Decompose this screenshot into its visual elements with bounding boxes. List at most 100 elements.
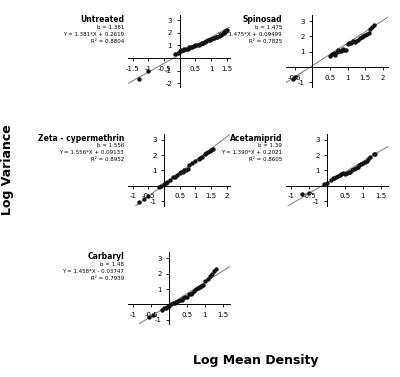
Point: [355, 37, 361, 43]
Point: [192, 158, 199, 164]
Point: [172, 51, 178, 57]
Text: Log Mean Density: Log Mean Density: [193, 354, 319, 366]
Text: b = 1.39
Y = 1.390*X + 0.2021
R² = 0.8605: b = 1.39 Y = 1.390*X + 0.2021 R² = 0.860…: [221, 143, 282, 162]
Point: [369, 24, 375, 30]
Point: [136, 199, 142, 205]
Point: [183, 46, 189, 52]
Point: [210, 146, 216, 152]
Text: Acetamiprid: Acetamiprid: [230, 134, 282, 143]
Point: [354, 164, 361, 170]
Point: [200, 40, 206, 46]
Point: [189, 44, 196, 50]
Point: [343, 47, 349, 53]
Point: [194, 42, 200, 48]
Point: [200, 282, 206, 288]
Point: [211, 35, 218, 41]
Point: [175, 50, 181, 56]
Point: [342, 171, 348, 177]
Point: [306, 190, 312, 196]
Point: [150, 312, 156, 318]
Point: [346, 169, 352, 175]
Point: [348, 40, 354, 46]
Point: [367, 155, 373, 161]
Point: [184, 294, 190, 300]
Point: [351, 39, 358, 45]
Point: [180, 169, 186, 175]
Point: [211, 268, 217, 274]
Point: [212, 266, 219, 272]
Point: [350, 38, 356, 44]
Point: [370, 151, 377, 157]
Point: [341, 47, 347, 53]
Point: [189, 290, 196, 296]
Point: [180, 47, 186, 53]
Point: [164, 304, 170, 310]
Point: [140, 196, 147, 202]
Point: [347, 169, 354, 175]
Point: [358, 161, 364, 167]
Point: [349, 167, 356, 173]
Point: [205, 276, 212, 282]
Point: [176, 48, 183, 54]
Point: [217, 32, 224, 38]
Point: [174, 172, 180, 178]
Text: b = 1.556
Y = 1.556*X + 0.09133
R² = 0.8952: b = 1.556 Y = 1.556*X + 0.09133 R² = 0.8…: [59, 143, 124, 162]
Point: [145, 67, 152, 74]
Point: [205, 149, 211, 155]
Point: [207, 273, 214, 279]
Point: [178, 48, 184, 54]
Text: Spinosad: Spinosad: [242, 15, 282, 24]
Point: [186, 44, 192, 50]
Point: [331, 175, 338, 181]
Point: [189, 160, 196, 166]
Point: [365, 156, 372, 162]
Point: [320, 181, 327, 187]
Point: [219, 31, 225, 37]
Point: [290, 75, 296, 81]
Point: [168, 300, 174, 307]
Point: [336, 172, 343, 178]
Text: b = 1.381
Y = 1.381*X + 0.2619
R² = 0.8804: b = 1.381 Y = 1.381*X + 0.2619 R² = 0.88…: [63, 25, 124, 43]
Point: [360, 160, 366, 166]
Point: [334, 47, 341, 53]
Text: b = 1.48
Y = 1.458*X - 0.03747
R² = 0.7939: b = 1.48 Y = 1.458*X - 0.03747 R² = 0.79…: [62, 262, 124, 281]
Point: [340, 170, 346, 176]
Point: [220, 30, 227, 36]
Point: [222, 28, 228, 34]
Point: [327, 54, 333, 60]
Point: [328, 177, 334, 183]
Point: [338, 171, 345, 177]
Point: [337, 48, 344, 54]
Point: [362, 32, 368, 38]
Point: [344, 41, 351, 47]
Point: [206, 37, 213, 43]
Point: [194, 285, 201, 291]
Point: [146, 314, 153, 320]
Point: [162, 305, 169, 311]
Point: [363, 158, 370, 164]
Point: [167, 176, 174, 182]
Point: [357, 35, 363, 41]
Point: [178, 169, 184, 175]
Point: [202, 38, 208, 44]
Point: [195, 156, 202, 162]
Point: [330, 50, 337, 56]
Point: [372, 150, 379, 156]
Point: [198, 283, 204, 289]
Text: Log Variance: Log Variance: [2, 124, 14, 215]
Point: [162, 179, 169, 185]
Point: [197, 155, 203, 161]
Point: [203, 38, 210, 44]
Point: [340, 46, 346, 52]
Text: Zeta - cypermethrin: Zeta - cypermethrin: [38, 134, 124, 143]
Point: [188, 291, 194, 297]
Point: [216, 33, 222, 39]
Point: [191, 288, 197, 294]
Point: [160, 305, 167, 311]
Point: [197, 41, 203, 47]
Point: [186, 291, 192, 297]
Point: [208, 36, 214, 42]
Point: [202, 150, 208, 156]
Point: [171, 300, 178, 306]
Point: [335, 173, 341, 179]
